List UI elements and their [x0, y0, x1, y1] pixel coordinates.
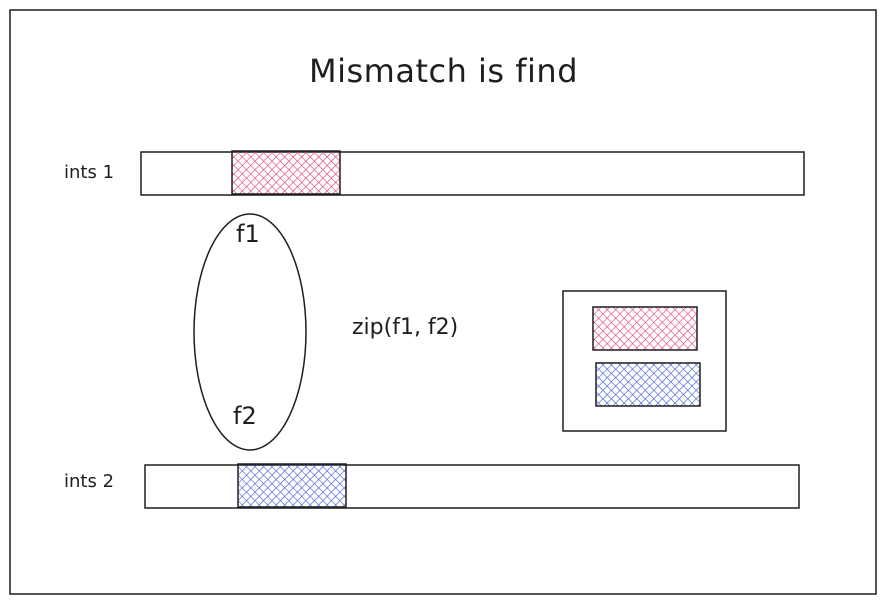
diagram-title: Mismatch is find	[308, 52, 579, 90]
f1-label: f1	[236, 220, 260, 248]
ints1-mismatch-cell	[231, 150, 341, 195]
outer-border	[9, 9, 877, 595]
f2-label: f2	[233, 402, 257, 430]
result-pink-cell	[592, 306, 698, 351]
ints1-array	[140, 150, 805, 196]
ints1-label: ints 1	[64, 162, 115, 183]
ints2-array	[144, 463, 800, 509]
zip-operation-label: zip(f1, f2)	[352, 315, 459, 340]
zip-result-box	[562, 290, 727, 432]
result-blue-cell	[595, 362, 701, 407]
ints2-mismatch-cell	[237, 463, 347, 508]
pointer-pair-ellipse	[193, 213, 307, 451]
ints2-label: ints 2	[64, 471, 115, 492]
